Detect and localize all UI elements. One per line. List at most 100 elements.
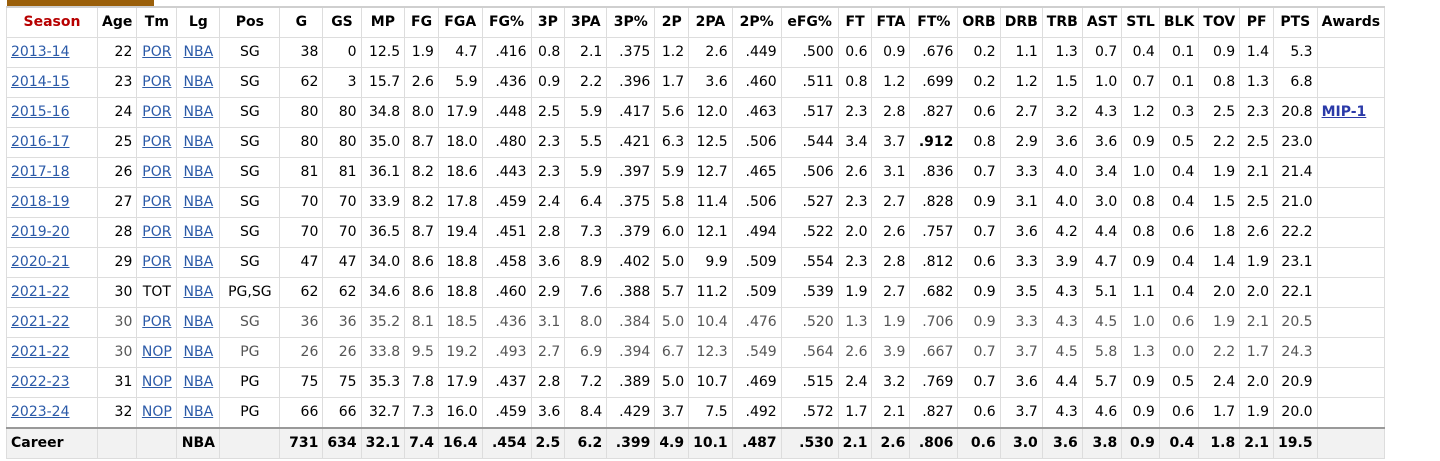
team-link[interactable]: POR — [142, 314, 172, 330]
cell-efg-pct: .511 — [780, 67, 839, 98]
season-link[interactable]: 2021-22 — [11, 314, 70, 330]
col-header-3p[interactable]: 3P — [530, 6, 566, 38]
team-link[interactable]: NOP — [141, 344, 172, 360]
col-header-3p-pct[interactable]: 3P% — [606, 6, 656, 38]
col-header-stl[interactable]: STL — [1121, 6, 1160, 38]
cell-fg: 2.6 — [404, 67, 439, 98]
col-header-team[interactable]: Tm — [136, 6, 178, 38]
col-header-drb[interactable]: DRB — [999, 6, 1043, 38]
col-header-age[interactable]: Age — [96, 6, 138, 38]
cell-fga: 19.4 — [437, 217, 483, 248]
team-link[interactable]: POR — [142, 74, 172, 90]
col-header-2p[interactable]: 2P — [654, 6, 690, 38]
cell-season: 2014-15 — [6, 67, 98, 98]
cell-ast: 4.7 — [1081, 247, 1123, 278]
col-header-awards[interactable]: Awards — [1316, 6, 1386, 38]
league-link[interactable]: NBA — [183, 194, 214, 210]
cell-league: NBA — [176, 37, 221, 68]
season-link[interactable]: 2021-22 — [11, 284, 70, 300]
team-link[interactable]: POR — [142, 164, 172, 180]
league-link[interactable]: NBA — [183, 104, 214, 120]
col-header-pf[interactable]: PF — [1239, 6, 1275, 38]
season-link[interactable]: 2016-17 — [11, 134, 70, 150]
team-link[interactable]: POR — [142, 44, 172, 60]
cell-ast: 3.6 — [1081, 127, 1123, 158]
col-header-pts[interactable]: PTS — [1273, 6, 1318, 38]
cell-orb: 0.7 — [957, 367, 1001, 398]
col-header-efg-pct[interactable]: eFG% — [780, 6, 839, 38]
cell-2p: 3.7 — [654, 397, 690, 429]
col-header-fg[interactable]: FG — [404, 6, 439, 38]
cell-games: 38 — [279, 37, 324, 68]
league-link[interactable]: NBA — [183, 74, 214, 90]
col-header-tov[interactable]: TOV — [1198, 6, 1241, 38]
season-link[interactable]: 2018-19 — [11, 194, 70, 210]
league-link[interactable]: NBA — [183, 164, 214, 180]
season-link[interactable]: 2019-20 — [11, 224, 70, 240]
cell-age: 32 — [96, 397, 138, 429]
league-link[interactable]: NBA — [183, 284, 214, 300]
cell-position: SG — [219, 217, 281, 248]
col-header-trb[interactable]: TRB — [1041, 6, 1083, 38]
team-link[interactable]: NOP — [141, 374, 172, 390]
league-link[interactable]: NBA — [183, 374, 214, 390]
cell-fga: 19.2 — [437, 337, 483, 368]
col-header-blk[interactable]: BLK — [1158, 6, 1200, 38]
team-link[interactable]: NOP — [141, 404, 172, 420]
col-header-minutes[interactable]: MP — [360, 6, 406, 38]
league-link[interactable]: NBA — [183, 44, 214, 60]
season-link[interactable]: 2017-18 — [11, 164, 70, 180]
cell-trb: 4.2 — [1041, 217, 1083, 248]
season-link[interactable]: 2015-16 — [11, 104, 70, 120]
cell-minutes: 35.2 — [360, 307, 406, 338]
col-header-ast[interactable]: AST — [1081, 6, 1123, 38]
cell-pts: 20.9 — [1273, 367, 1318, 398]
col-header-orb[interactable]: ORB — [957, 6, 1001, 38]
league-link[interactable]: NBA — [183, 344, 214, 360]
season-link[interactable]: 2020-21 — [11, 254, 70, 270]
season-link[interactable]: 2023-24 — [11, 404, 70, 420]
col-header-2pa[interactable]: 2PA — [688, 6, 733, 38]
season-link[interactable]: 2021-22 — [11, 344, 70, 360]
league-link[interactable]: NBA — [183, 224, 214, 240]
cell-ft: 2.1 — [837, 427, 873, 459]
col-header-games[interactable]: G — [279, 6, 324, 38]
team-link[interactable]: POR — [142, 134, 172, 150]
col-header-fga[interactable]: FGA — [437, 6, 483, 38]
season-link[interactable]: 2022-23 — [11, 374, 70, 390]
cell-fg: 8.7 — [404, 217, 439, 248]
col-header-3pa[interactable]: 3PA — [564, 6, 608, 38]
col-header-season[interactable]: Season — [6, 6, 98, 38]
col-header-2p-pct[interactable]: 2P% — [731, 6, 782, 38]
cell-2pa: 12.5 — [688, 127, 733, 158]
team-link[interactable]: POR — [142, 254, 172, 270]
team-link[interactable]: POR — [142, 194, 172, 210]
cell-blk: 0.0 — [1158, 337, 1200, 368]
league-link[interactable]: NBA — [183, 314, 214, 330]
cell-games: 75 — [279, 367, 324, 398]
col-header-position[interactable]: Pos — [219, 6, 281, 38]
cell-2p-pct: .494 — [731, 217, 782, 248]
cell-season: 2021-22 — [6, 337, 98, 368]
cell-ast: 1.0 — [1081, 67, 1123, 98]
season-link[interactable]: 2014-15 — [11, 74, 70, 90]
cell-pts: 20.5 — [1273, 307, 1318, 338]
league-link[interactable]: NBA — [183, 134, 214, 150]
col-header-fta[interactable]: FTA — [871, 6, 911, 38]
team-link[interactable]: POR — [142, 104, 172, 120]
team-link[interactable]: POR — [142, 224, 172, 240]
league-link[interactable]: NBA — [183, 254, 214, 270]
cell-fga: 16.4 — [437, 427, 483, 459]
cell-age: 22 — [96, 37, 138, 68]
col-header-ft-pct[interactable]: FT% — [909, 6, 959, 38]
col-header-ft[interactable]: FT — [837, 6, 873, 38]
cell-fg: 7.4 — [404, 427, 439, 459]
league-link[interactable]: NBA — [183, 404, 214, 420]
cell-efg-pct: .544 — [780, 127, 839, 158]
award-link[interactable]: MIP-1 — [1321, 104, 1367, 120]
col-header-games-started[interactable]: GS — [322, 6, 362, 38]
season-link[interactable]: 2013-14 — [11, 44, 70, 60]
col-header-fg-pct[interactable]: FG% — [481, 6, 532, 38]
cell-efg-pct: .522 — [780, 217, 839, 248]
col-header-league[interactable]: Lg — [176, 6, 221, 38]
